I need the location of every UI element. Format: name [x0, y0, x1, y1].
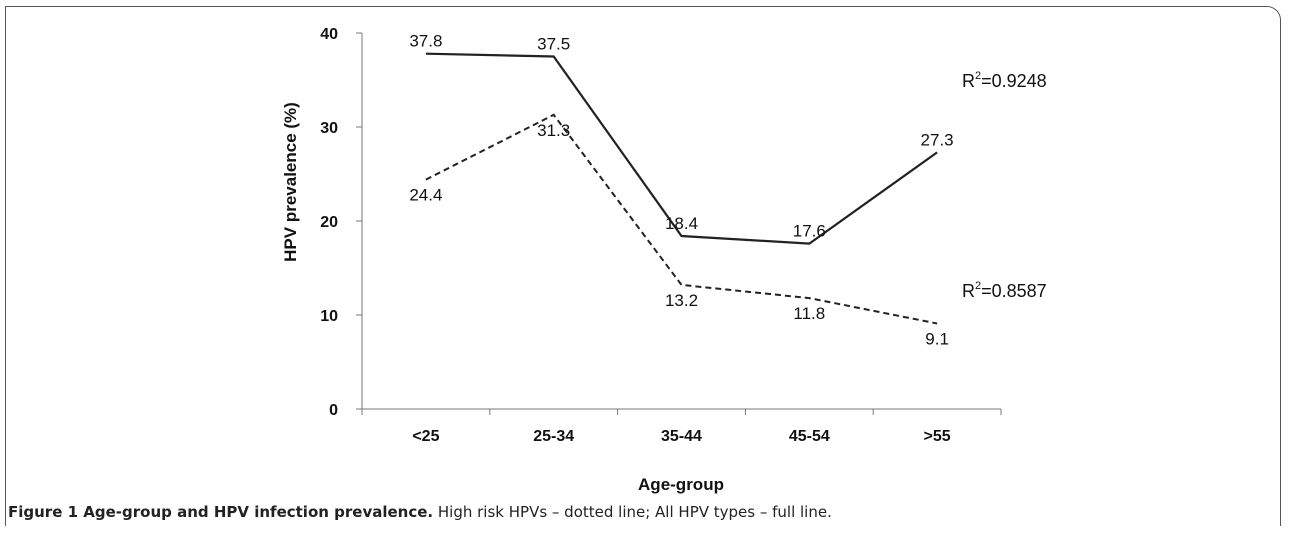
- r2-superscript: 2: [975, 280, 981, 292]
- r2-prefix: R: [962, 71, 975, 91]
- solid-data-label: 37.8: [409, 32, 442, 51]
- r2-value: =0.8587: [981, 281, 1047, 301]
- dashed-data-label: 31.3: [537, 121, 570, 140]
- r2-annotation-dashed: R2=0.8587: [962, 280, 1047, 301]
- dashed-data-label: 11.8: [793, 304, 825, 323]
- dashed-data-label: 9.1: [925, 329, 949, 348]
- solid-data-label: 18.4: [665, 214, 698, 233]
- x-axis-title: Age-group: [638, 475, 724, 494]
- y-tick-label: 40: [320, 26, 338, 43]
- y-tick-label: 20: [320, 214, 338, 231]
- solid-series-line: [425, 52, 938, 245]
- y-axis-title: HPV prevalence (%): [281, 102, 300, 262]
- x-tick-label: 35-44: [661, 428, 702, 445]
- x-tick-label: 25-34: [533, 428, 574, 445]
- solid-data-label: 27.3: [921, 130, 954, 149]
- x-tick-label: 45-54: [789, 428, 830, 445]
- x-tick-label: >55: [924, 428, 951, 445]
- line-chart: 0 10 20 30 40 <25 25-34 35-44 45-54 >55 37.8 37.5…: [281, 26, 1047, 494]
- r2-prefix: R: [962, 281, 975, 301]
- caption-title: Figure 1 Age-group and HPV infection pre…: [8, 503, 434, 521]
- solid-data-label: 37.5: [537, 35, 570, 54]
- r2-superscript: 2: [975, 70, 981, 82]
- r2-value: =0.9248: [981, 71, 1047, 91]
- figure-caption: Figure 1 Age-group and HPV infection pre…: [8, 503, 832, 521]
- r2-annotation-solid: R2=0.9248: [962, 70, 1047, 91]
- figure-frame: [5, 6, 1281, 526]
- dashed-data-label: 13.2: [665, 291, 698, 310]
- dashed-series-line: [425, 113, 938, 325]
- x-tick-label: <25: [412, 428, 439, 445]
- dashed-data-label: 24.4: [409, 186, 442, 205]
- y-tick-label: 30: [320, 120, 338, 137]
- solid-data-label: 17.6: [793, 222, 826, 241]
- caption-text: High risk HPVs – dotted line; All HPV ty…: [433, 503, 832, 521]
- y-tick-label: 0: [329, 402, 338, 419]
- y-tick-label: 10: [320, 308, 338, 325]
